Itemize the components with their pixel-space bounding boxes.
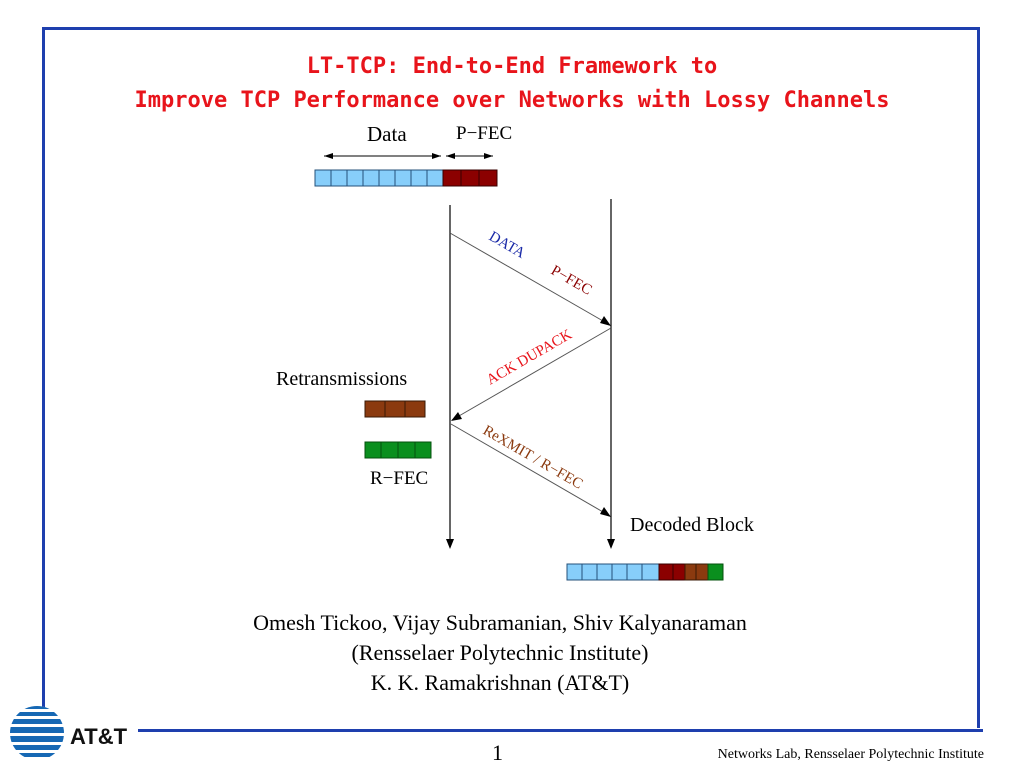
att-globe-icon <box>10 706 64 760</box>
rfec-block <box>364 441 432 459</box>
decoded-block-label: Decoded Block <box>630 514 754 536</box>
page-number: 1 <box>492 740 503 765</box>
slide-frame <box>42 27 980 728</box>
ack-dupack-arrow-label: ACK DUPACK <box>484 327 575 389</box>
slide-title: LT-TCP: End-to-End Framework to Improve … <box>0 50 1024 118</box>
authors-block: Omesh Tickoo, Vijay Subramanian, Shiv Ka… <box>0 608 1000 698</box>
data-label: Data <box>367 122 407 146</box>
att-logo: AT&T <box>10 706 128 760</box>
data-pfec-message-arrow <box>449 232 611 326</box>
title-line-2: Improve TCP Performance over Networks wi… <box>134 88 890 113</box>
sender-timeline <box>446 205 454 549</box>
ack-dupack-message-arrow <box>451 327 612 421</box>
rexmit-message-arrow <box>450 423 611 517</box>
retransmissions-label: Retransmissions <box>276 368 407 390</box>
pfec-top-label: P−FEC <box>456 123 512 144</box>
data-span-arrow <box>324 153 441 159</box>
lt-tcp-diagram: Data P−FEC <box>276 122 754 581</box>
slide-bottom-rule <box>138 729 983 732</box>
authors-line-1: Omesh Tickoo, Vijay Subramanian, Shiv Ka… <box>253 610 747 635</box>
att-logo-text: AT&T <box>70 724 128 749</box>
title-line-1: LT-TCP: End-to-End Framework to <box>306 54 718 79</box>
rfec-label: R−FEC <box>370 468 428 489</box>
retransmission-block <box>364 400 426 418</box>
authors-line-3: K. K. Ramakrishnan (AT&T) <box>370 670 630 695</box>
receiver-timeline <box>607 199 615 549</box>
decoded-block <box>566 563 724 581</box>
authors-line-2: (Rensselaer Polytechnic Institute) <box>351 640 649 665</box>
source-block <box>314 169 498 187</box>
rexmit-arrow-label: ReXMIT / R−FEC <box>480 423 585 493</box>
footer-text: Networks Lab, Rensselaer Polytechnic Ins… <box>717 747 984 762</box>
pfec-span-arrow <box>446 153 493 159</box>
